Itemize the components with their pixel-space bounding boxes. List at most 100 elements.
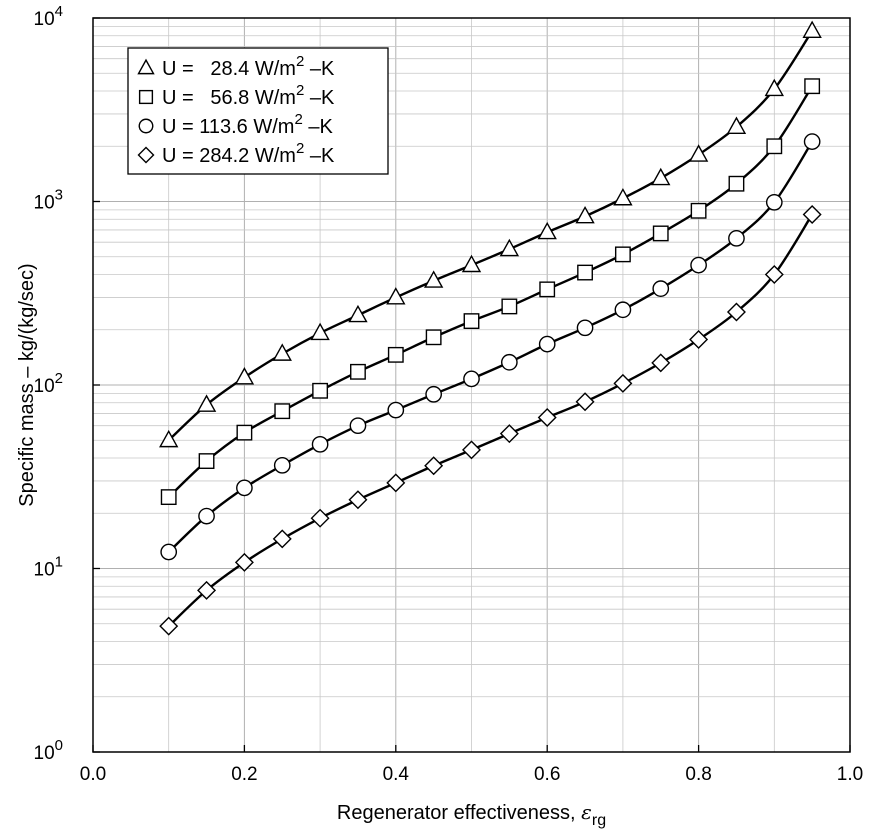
data-point-diamond xyxy=(197,580,217,600)
data-point-circle xyxy=(198,507,215,525)
data-point-circle xyxy=(690,256,707,274)
legend-label-unit: –K xyxy=(303,116,334,138)
data-point-triangle xyxy=(499,238,520,257)
data-point-triangle xyxy=(461,254,482,273)
data-point-circle xyxy=(614,301,632,319)
data-point-diamond xyxy=(764,265,784,285)
x-tick-label: 0.0 xyxy=(80,764,106,785)
data-point-square xyxy=(804,78,821,95)
legend-label-unit: –K xyxy=(304,87,335,109)
legend-label-text: U = 113.6 W/m xyxy=(162,116,294,138)
legend-label-text: U = 28.4 W/m xyxy=(162,58,296,80)
data-point-diamond xyxy=(234,552,254,572)
data-point-square xyxy=(577,264,593,281)
data-point-circle xyxy=(538,335,556,353)
data-point-square xyxy=(236,424,253,441)
legend-marker-square xyxy=(138,89,154,105)
legend-label: U = 28.4 W/m2 –K xyxy=(162,53,335,80)
data-point-circle xyxy=(576,319,594,337)
data-point-circle xyxy=(728,229,745,247)
legend-item: U = 28.4 W/m2 –K xyxy=(137,53,335,80)
data-point-circle xyxy=(425,385,443,403)
data-point-diamond xyxy=(575,392,595,412)
legend-marker-diamond xyxy=(137,146,155,164)
data-point-triangle xyxy=(651,167,671,186)
data-point-circle xyxy=(501,353,518,371)
legend-label-superscript: 2 xyxy=(296,53,304,70)
y-tick-label: 104 xyxy=(34,3,63,30)
x-tick-label: 0.6 xyxy=(534,764,560,785)
y-tick-exponent: 3 xyxy=(55,187,63,204)
x-tick-label: 0.8 xyxy=(685,764,711,785)
y-tick-label: 103 xyxy=(34,187,63,214)
data-point-diamond xyxy=(310,508,330,528)
legend-label-unit: –K xyxy=(304,58,335,80)
data-point-triangle xyxy=(159,429,179,448)
y-tick-exponent: 0 xyxy=(55,737,63,754)
data-point-circle xyxy=(311,435,329,453)
data-point-diamond xyxy=(159,616,179,636)
data-point-diamond xyxy=(462,440,481,460)
legend-item: U = 56.8 W/m2 –K xyxy=(138,82,335,109)
data-point-diamond xyxy=(537,408,557,428)
data-point-diamond xyxy=(613,373,633,393)
data-point-circle xyxy=(463,370,480,388)
data-point-circle xyxy=(765,193,783,211)
data-point-square xyxy=(350,363,366,380)
x-tick-label: 0.4 xyxy=(383,764,410,785)
legend-item: U = 284.2 W/m2 –K xyxy=(137,140,335,167)
data-point-diamond xyxy=(424,456,444,476)
series-points-diamond xyxy=(159,204,822,636)
data-point-circle xyxy=(160,543,178,561)
data-point-circle xyxy=(803,133,821,150)
data-point-square xyxy=(312,382,329,399)
x-axis-title-text: Regenerator effectiveness, xyxy=(337,802,581,824)
data-point-triangle xyxy=(575,205,595,224)
data-point-diamond xyxy=(802,204,822,224)
data-point-diamond xyxy=(651,353,671,373)
data-point-square xyxy=(274,403,291,420)
data-point-triangle xyxy=(802,20,822,39)
data-point-circle xyxy=(652,280,670,298)
data-point-triangle xyxy=(234,367,255,385)
data-point-triangle xyxy=(537,221,557,240)
data-point-diamond xyxy=(348,490,368,510)
data-point-triangle xyxy=(423,270,444,288)
data-point-square xyxy=(160,489,177,506)
data-point-square xyxy=(425,329,442,346)
legend-label: U = 113.6 W/m2 –K xyxy=(162,111,333,138)
data-point-triangle xyxy=(386,287,406,305)
series-points-square xyxy=(160,78,821,506)
legend-label-superscript: 2 xyxy=(296,140,304,157)
legend-marker-triangle xyxy=(137,58,155,75)
y-tick-exponent: 4 xyxy=(55,3,63,20)
data-point-square xyxy=(766,138,783,155)
data-point-circle xyxy=(236,479,253,497)
data-point-triangle xyxy=(688,144,709,162)
y-tick-exponent: 1 xyxy=(55,554,63,571)
series-markers xyxy=(159,20,822,636)
data-point-triangle xyxy=(764,78,784,97)
grid xyxy=(93,18,850,752)
data-point-triangle xyxy=(196,394,217,412)
legend-label-text: U = 284.2 W/m xyxy=(162,145,296,167)
series-points-circle xyxy=(160,133,821,561)
data-point-diamond xyxy=(499,424,519,444)
data-point-triangle xyxy=(272,343,292,361)
data-point-diamond xyxy=(689,330,709,349)
x-tick-label: 1.0 xyxy=(837,764,863,785)
y-tick-exponent: 2 xyxy=(55,370,63,387)
data-point-circle xyxy=(349,417,367,435)
x-axis-title-subscript: rg xyxy=(592,812,606,829)
legend-label: U = 56.8 W/m2 –K xyxy=(162,82,335,109)
legend-label-text: U = 56.8 W/m xyxy=(162,87,296,109)
series-points-triangle xyxy=(159,20,822,448)
y-tick-label: 100 xyxy=(34,737,63,764)
data-point-circle xyxy=(273,456,291,474)
legend-label-superscript: 2 xyxy=(296,82,304,99)
legend-marker-circle xyxy=(138,118,154,134)
data-point-diamond xyxy=(726,302,746,322)
data-point-square xyxy=(728,175,745,192)
